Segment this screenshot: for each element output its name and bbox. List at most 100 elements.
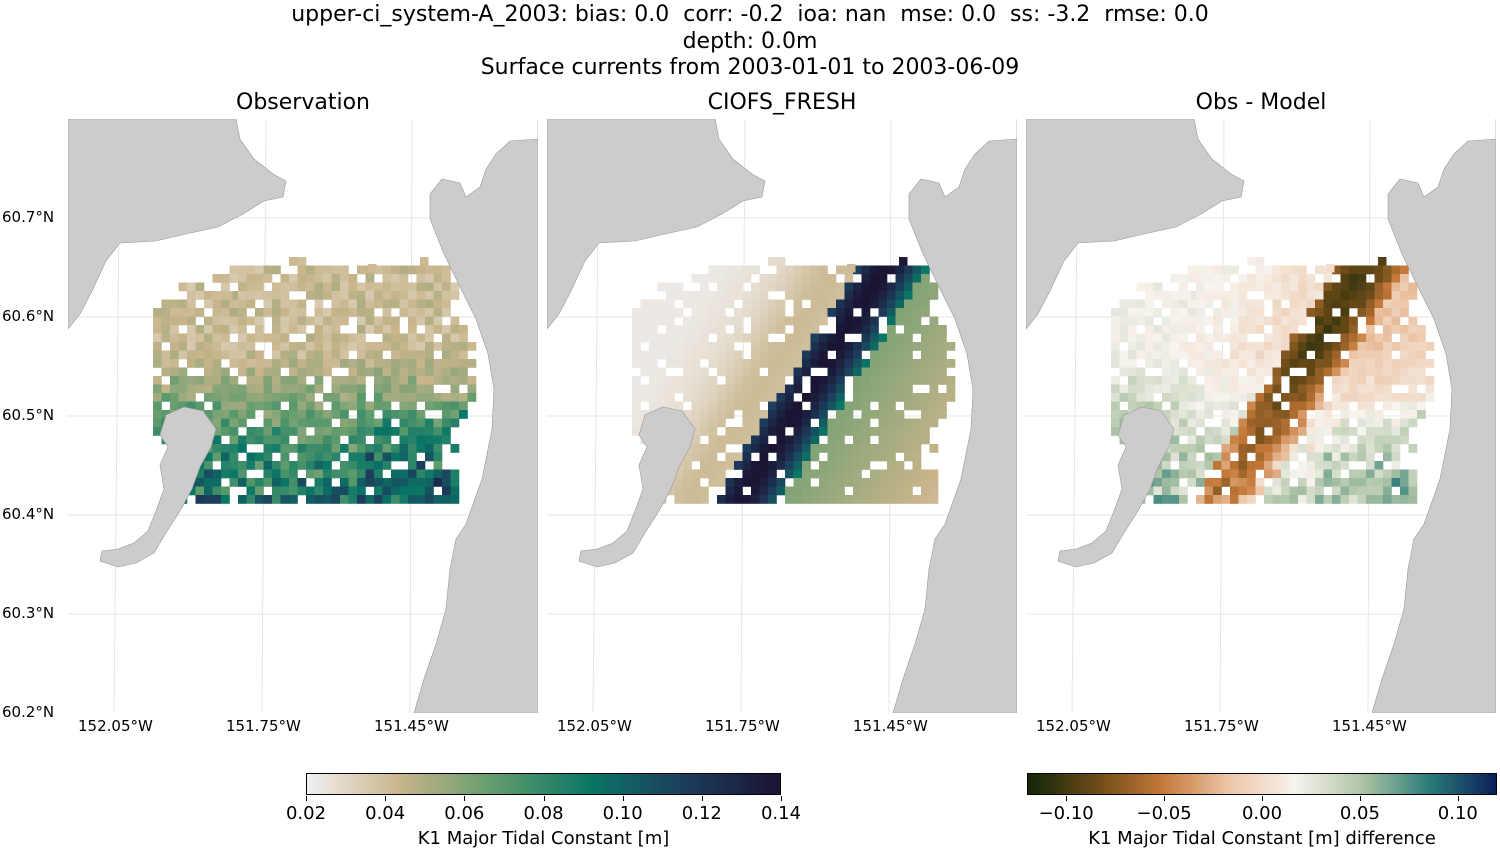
grid-cell bbox=[785, 435, 794, 445]
grid-cell bbox=[204, 469, 213, 479]
grid-cell bbox=[691, 393, 701, 402]
grid-cell bbox=[810, 376, 820, 385]
grid-cell bbox=[1315, 444, 1324, 453]
grid-cell bbox=[700, 376, 709, 385]
grid-cell bbox=[836, 401, 845, 411]
grid-cell bbox=[306, 452, 315, 462]
grid-cell bbox=[416, 350, 426, 360]
grid-cell bbox=[187, 325, 196, 334]
grid-cell bbox=[314, 452, 324, 462]
colorbar-tick-label: 0.10 bbox=[602, 803, 643, 824]
grid-cell bbox=[323, 325, 332, 334]
grid-cell bbox=[263, 299, 273, 309]
grid-cell bbox=[1289, 291, 1299, 300]
grid-cell bbox=[819, 486, 828, 496]
grid-cell bbox=[1221, 274, 1231, 283]
grid-cell bbox=[785, 350, 794, 360]
grid-cell bbox=[929, 478, 939, 487]
grid-cell bbox=[263, 308, 273, 317]
grid-cell bbox=[331, 393, 341, 402]
grid-cell bbox=[1306, 299, 1316, 309]
grid-cell bbox=[331, 495, 341, 504]
map-panel-difference[interactable] bbox=[1026, 119, 1496, 713]
grid-cell bbox=[1306, 282, 1316, 292]
grid-cell bbox=[725, 376, 735, 385]
grid-cell bbox=[1400, 367, 1409, 377]
grid-cell bbox=[751, 299, 760, 309]
grid-cell bbox=[382, 291, 392, 300]
grid-cell bbox=[1255, 452, 1265, 462]
grid-cell bbox=[1315, 333, 1324, 343]
grid-cell bbox=[1357, 359, 1367, 368]
map-panel-model[interactable] bbox=[547, 119, 1017, 713]
grid-cell bbox=[861, 401, 871, 411]
grid-cell bbox=[921, 367, 930, 377]
grid-cell bbox=[1247, 376, 1256, 385]
grid-cell bbox=[1255, 359, 1265, 368]
grid-cell bbox=[348, 359, 358, 368]
grid-cell bbox=[280, 469, 290, 479]
grid-cell bbox=[1391, 265, 1401, 275]
grid-cell bbox=[408, 469, 417, 479]
grid-cell bbox=[666, 384, 675, 394]
grid-cell bbox=[399, 410, 409, 419]
grid-cell bbox=[691, 342, 701, 351]
grid-cell bbox=[1272, 427, 1282, 436]
grid-cell bbox=[433, 325, 443, 334]
grid-cell bbox=[1119, 299, 1129, 309]
grid-cell bbox=[1111, 393, 1120, 402]
grid-cell bbox=[459, 359, 468, 368]
map-panel-observation[interactable] bbox=[68, 119, 538, 713]
grid-cell bbox=[870, 393, 879, 402]
grid-cell bbox=[1255, 384, 1265, 394]
grid-cell bbox=[1128, 308, 1137, 317]
grid-cell bbox=[776, 367, 786, 377]
grid-cell bbox=[1298, 333, 1307, 343]
grid-cell bbox=[734, 325, 743, 334]
grid-cell bbox=[340, 299, 349, 309]
grid-cell bbox=[442, 435, 451, 445]
grid-cell bbox=[708, 359, 718, 368]
grid-cell bbox=[904, 401, 913, 411]
grid-cell bbox=[280, 342, 290, 351]
grid-cell bbox=[751, 486, 760, 496]
grid-cell bbox=[1366, 376, 1375, 385]
grid-cell bbox=[904, 282, 913, 292]
grid-cell bbox=[904, 384, 913, 394]
grid-cell bbox=[306, 401, 315, 411]
grid-cell bbox=[1255, 274, 1265, 283]
grid-cell bbox=[204, 478, 213, 487]
grid-cell bbox=[1230, 478, 1239, 487]
grid-cell bbox=[161, 359, 171, 368]
grid-cell bbox=[1289, 469, 1299, 479]
grid-cell bbox=[425, 308, 434, 317]
grid-cell bbox=[314, 274, 324, 283]
grid-cell bbox=[1374, 333, 1384, 343]
grid-cell bbox=[416, 486, 426, 496]
grid-cell bbox=[340, 410, 349, 419]
grid-cell bbox=[1374, 342, 1384, 351]
grid-cell bbox=[751, 469, 760, 479]
grid-cell bbox=[1408, 350, 1418, 360]
grid-cell bbox=[314, 265, 324, 275]
grid-cell bbox=[297, 410, 307, 419]
grid-cell bbox=[331, 316, 341, 326]
grid-cell bbox=[1238, 376, 1248, 385]
grid-cell bbox=[844, 299, 854, 309]
grid-cell bbox=[640, 308, 650, 317]
grid-cell bbox=[674, 376, 684, 385]
grid-cell bbox=[810, 410, 820, 419]
grid-cell bbox=[365, 469, 375, 479]
grid-cell bbox=[1332, 418, 1341, 428]
grid-cell bbox=[810, 265, 820, 275]
grid-cell bbox=[391, 359, 400, 368]
grid-cell bbox=[853, 452, 862, 462]
grid-cell bbox=[887, 350, 896, 360]
colorbar-tick-label: 0.05 bbox=[1339, 803, 1380, 824]
grid-cell bbox=[1349, 333, 1358, 343]
grid-cell bbox=[382, 393, 392, 402]
grid-cell bbox=[161, 410, 171, 419]
grid-cell bbox=[1153, 469, 1163, 479]
grid-cell bbox=[768, 282, 777, 292]
grid-cell bbox=[1289, 316, 1299, 326]
